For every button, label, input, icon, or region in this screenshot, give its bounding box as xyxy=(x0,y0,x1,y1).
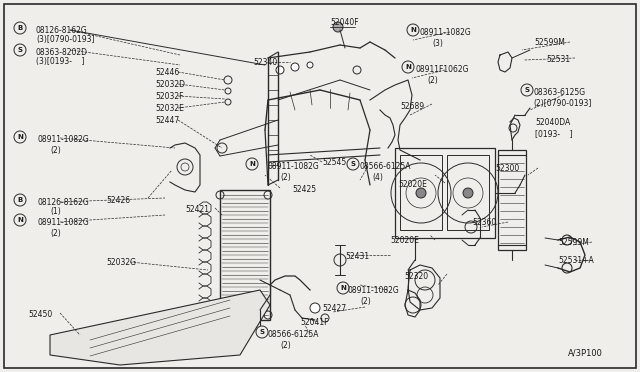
Text: 52421: 52421 xyxy=(185,205,209,214)
Text: (2)[0790-0193]: (2)[0790-0193] xyxy=(533,99,591,108)
Text: S: S xyxy=(351,161,355,167)
Text: 08911-1082G: 08911-1082G xyxy=(38,135,90,144)
Text: [0193-    ]: [0193- ] xyxy=(535,129,573,138)
Text: 52360: 52360 xyxy=(472,218,496,227)
Text: 52427: 52427 xyxy=(322,304,346,313)
Text: 52426: 52426 xyxy=(106,196,130,205)
Text: (4): (4) xyxy=(372,173,383,182)
Text: 08126-8162G: 08126-8162G xyxy=(36,26,88,35)
Text: 52599M: 52599M xyxy=(558,238,589,247)
Text: N: N xyxy=(17,217,23,223)
Text: 08566-6125A: 08566-6125A xyxy=(360,162,412,171)
Text: N: N xyxy=(249,161,255,167)
Text: 52599M: 52599M xyxy=(534,38,565,47)
Text: (2): (2) xyxy=(360,297,371,306)
Bar xyxy=(498,150,526,250)
Bar xyxy=(395,148,495,238)
Text: 08566-6125A: 08566-6125A xyxy=(268,330,319,339)
Text: 08363-8202D: 08363-8202D xyxy=(36,48,88,57)
Text: 08363-6125G: 08363-6125G xyxy=(533,88,585,97)
Text: 52040DA: 52040DA xyxy=(535,118,570,127)
Text: N: N xyxy=(340,285,346,291)
Text: A/3P100: A/3P100 xyxy=(568,348,603,357)
Text: 52040F: 52040F xyxy=(330,18,358,27)
Text: (2): (2) xyxy=(50,146,61,155)
Text: N: N xyxy=(410,27,416,33)
Text: N: N xyxy=(405,64,411,70)
Text: 08911F1062G: 08911F1062G xyxy=(415,65,468,74)
Text: 52032E: 52032E xyxy=(155,104,184,113)
Text: (2): (2) xyxy=(280,173,291,182)
Text: 52531+A: 52531+A xyxy=(558,256,594,265)
Polygon shape xyxy=(50,290,270,365)
Circle shape xyxy=(333,22,343,32)
Text: (1): (1) xyxy=(50,207,61,216)
Text: S: S xyxy=(525,87,529,93)
Text: B: B xyxy=(17,197,22,203)
Text: (3)[0790-0193]: (3)[0790-0193] xyxy=(36,35,95,44)
Text: (3): (3) xyxy=(432,39,443,48)
Text: (3)[0193-    ]: (3)[0193- ] xyxy=(36,57,84,66)
Bar xyxy=(400,155,442,230)
Text: 52020E: 52020E xyxy=(390,236,419,245)
Text: 52531: 52531 xyxy=(546,55,570,64)
Bar xyxy=(220,190,270,320)
Text: 08126-8162G: 08126-8162G xyxy=(38,198,90,207)
Text: 08911-1082G: 08911-1082G xyxy=(348,286,400,295)
Text: 52020E: 52020E xyxy=(398,180,427,189)
Text: 08911-1082G: 08911-1082G xyxy=(420,28,472,37)
Text: 52689: 52689 xyxy=(400,102,424,111)
Circle shape xyxy=(310,303,320,313)
Text: N: N xyxy=(17,134,23,140)
Text: 52447: 52447 xyxy=(155,116,179,125)
Text: B: B xyxy=(17,25,22,31)
Text: 08911-1082G: 08911-1082G xyxy=(268,162,320,171)
Text: 52431: 52431 xyxy=(345,252,369,261)
Text: S: S xyxy=(259,329,264,335)
Text: 52300: 52300 xyxy=(495,164,519,173)
Text: 52032G: 52032G xyxy=(106,258,136,267)
Text: S: S xyxy=(17,47,22,53)
Circle shape xyxy=(307,62,313,68)
Circle shape xyxy=(416,188,426,198)
Text: 52032D: 52032D xyxy=(155,80,185,89)
Circle shape xyxy=(463,188,473,198)
Text: 52450: 52450 xyxy=(28,310,52,319)
Text: 52446: 52446 xyxy=(155,68,179,77)
Text: 52340: 52340 xyxy=(253,58,277,67)
Text: 52425: 52425 xyxy=(292,185,316,194)
Bar xyxy=(447,155,489,230)
Text: 52545: 52545 xyxy=(322,158,346,167)
Text: (2): (2) xyxy=(50,229,61,238)
Text: (2): (2) xyxy=(427,76,438,85)
Text: (2): (2) xyxy=(280,341,291,350)
Text: 52320: 52320 xyxy=(404,272,428,281)
Text: 52032F: 52032F xyxy=(155,92,184,101)
Circle shape xyxy=(276,66,284,74)
Text: 08911-1082G: 08911-1082G xyxy=(38,218,90,227)
Circle shape xyxy=(291,63,299,71)
Text: 52041F: 52041F xyxy=(300,318,328,327)
